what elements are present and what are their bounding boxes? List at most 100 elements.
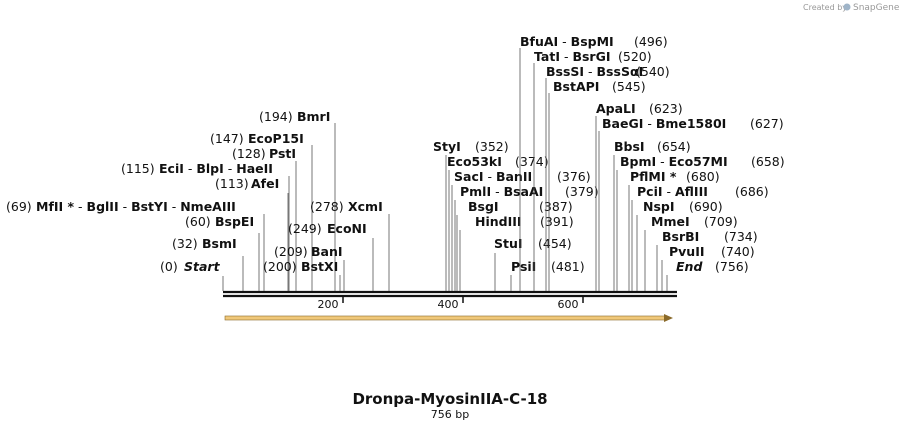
enzyme-name: EcoNI [327, 221, 367, 236]
site-xcmi[interactable]: (278) XcmI [310, 199, 390, 291]
site-ecop15i[interactable]: (147) EcoP15I [210, 131, 313, 291]
site-enzymes: HindIII [475, 214, 522, 229]
ruler: 200 400 600 [318, 296, 584, 311]
enzyme-name: BssSI [546, 64, 584, 79]
site-baegi[interactable]: (627) BaeGI - Bme1580I [598, 116, 784, 291]
site-apali[interactable]: (623) ApaLI [595, 101, 683, 291]
enzyme-name: BmrI [297, 109, 330, 124]
site-enzymes: PstI [269, 146, 296, 161]
site-saci[interactable]: (376) SacI - BanII [451, 169, 591, 291]
site-enzymes: MmeI [651, 214, 690, 229]
site-nspi[interactable]: (690) NspI [636, 199, 723, 291]
site-eco53ki[interactable]: (374) Eco53kI [447, 154, 549, 291]
site-afei[interactable]: (113) AfeI [215, 176, 289, 291]
site-position: (627) [750, 116, 784, 131]
ruler-tick-label: 600 [558, 298, 579, 311]
site-tati[interactable]: (520) TatI - BsrGI [533, 49, 652, 291]
restriction-sites: (0) Start (32) BsmI (60) BspEI (69) MfII * - Bg… [6, 34, 785, 291]
site-enzymes: EcoP15I [248, 131, 304, 146]
snapgene-credit: Created by SnapGene [803, 3, 900, 13]
enzyme-name: HaeII [236, 161, 273, 176]
site-position: (540) [636, 64, 670, 79]
site-enzymes: BsrBI [662, 229, 699, 244]
enzyme-name: BfuAI [520, 34, 558, 49]
site-bfuai[interactable]: (496) BfuAI - BspMI [519, 34, 668, 291]
site-bani[interactable]: (209) BanI [274, 244, 345, 291]
site-bpmi[interactable]: (658) BpmI - Eco57MI [616, 154, 785, 291]
site-position: (387) [539, 199, 573, 214]
sequence-backbone [223, 290, 677, 298]
site-hindiii[interactable]: (391) HindIII [459, 214, 574, 291]
site-pmli[interactable]: (379) PmlI - BsaAI [454, 184, 599, 291]
site-position: (686) [735, 184, 769, 199]
enzyme-name: BsrGI [572, 49, 610, 64]
site-enzymes: EcoNI [327, 221, 367, 236]
site-econi[interactable]: (249) EcoNI [288, 221, 374, 291]
site-position: (128) [232, 146, 266, 161]
site-enzymes: PvuII [669, 244, 705, 259]
enzyme-name: Bme1580I [656, 116, 726, 131]
site-mmei[interactable]: (709) MmeI [644, 214, 738, 291]
enzyme-name: TatI [534, 49, 560, 64]
site-enzymes: BfuAI - BspMI [520, 34, 614, 49]
site-bsrbi[interactable]: (734) BsrBI [656, 229, 758, 291]
enzyme-name: BsrBI [662, 229, 699, 244]
ruler-tick-label: 200 [318, 298, 339, 311]
enzyme-name: AfeI [251, 176, 279, 191]
site-position: (352) [475, 139, 509, 154]
site-position: (200) [263, 259, 297, 274]
enzyme-name: BanI [311, 244, 343, 259]
site-enzymes: BspEI [215, 214, 254, 229]
site-bstxi[interactable]: (200) BstXI [263, 259, 341, 291]
site-enzymes: End [676, 259, 703, 274]
site-stui[interactable]: (454) StuI [494, 236, 572, 291]
feature-arrow [224, 314, 673, 322]
site-position: (278) [310, 199, 344, 214]
site-bsgi[interactable]: (387) BsgI [456, 199, 573, 291]
site-pflmi-[interactable]: (680) PflMI * [628, 169, 720, 291]
site-enzymes: PciI - AflIII [637, 184, 708, 199]
enzyme-name: MfII * [36, 199, 75, 214]
site-mfii-[interactable]: (69) MfII * - BglII - BstYI - NmeAIII [6, 199, 265, 291]
site-pcii[interactable]: (686) PciI - AflIII [631, 184, 769, 291]
site-enzymes: BstXI [301, 259, 338, 274]
site-position: (374) [515, 154, 549, 169]
feature-arrowhead-icon [664, 314, 673, 322]
site-bsmi[interactable]: (32) BsmI [172, 236, 244, 291]
site-enzymes: NspI [643, 199, 675, 214]
site-bbsi[interactable]: (654) BbsI [613, 139, 691, 291]
site-bmri[interactable]: (194) BmrI [259, 109, 336, 291]
site-enzymes: BmrI [297, 109, 330, 124]
site-bsssi[interactable]: (540)BssSI - BssSαI [545, 64, 670, 291]
enzyme-name: HindIII [475, 214, 522, 229]
site-psii[interactable]: (481) PsiI [510, 259, 585, 291]
enzyme-name: PsiI [511, 259, 536, 274]
site-position: (740) [721, 244, 755, 259]
enzyme-name: BbsI [614, 139, 645, 154]
site-position: (709) [704, 214, 738, 229]
site-psti[interactable]: (128) PstI [232, 146, 297, 291]
site-styi[interactable]: (352) StyI [433, 139, 509, 291]
enzyme-name: Eco57MI [669, 154, 728, 169]
enzyme-name: EciI [159, 161, 184, 176]
site-pvuii[interactable]: (740) PvuII [661, 244, 755, 291]
credit-prefix: Created by [803, 3, 847, 12]
site-end[interactable]: (756) End [666, 259, 749, 291]
site-position: (379) [565, 184, 599, 199]
site-enzymes: ApaLI [596, 101, 636, 116]
enzyme-name: MmeI [651, 214, 690, 229]
site-bstapi[interactable]: (545) BstAPI [548, 79, 646, 291]
site-position: (115) [121, 161, 155, 176]
site-enzymes: BstAPI [553, 79, 599, 94]
enzyme-name: StuI [494, 236, 523, 251]
enzyme-name: BanII [496, 169, 532, 184]
ruler-tick-label: 400 [438, 298, 459, 311]
site-bspei[interactable]: (60) BspEI [185, 214, 260, 291]
site-ecii[interactable]: (115) EciI - BlpI - HaeII [121, 161, 290, 291]
site-enzymes: Start [184, 259, 221, 274]
site-position: (60) [185, 214, 211, 229]
site-enzymes: Eco53kI [447, 154, 502, 169]
site-enzymes: StuI [494, 236, 523, 251]
site-start[interactable]: (0) Start [160, 259, 224, 291]
enzyme-name: PstI [269, 146, 296, 161]
